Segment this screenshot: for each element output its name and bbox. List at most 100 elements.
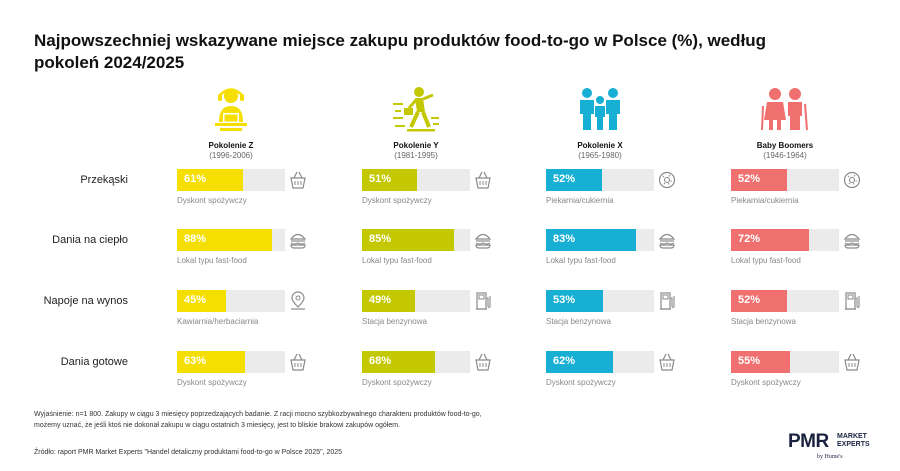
bar-track: 63% bbox=[177, 351, 285, 373]
bar-track: 68% bbox=[362, 351, 470, 373]
generation-years: (1996-2006) bbox=[209, 151, 253, 160]
generation-name: Pokolenie Y bbox=[393, 141, 439, 150]
burger-icon bbox=[843, 230, 861, 250]
shopping-basket-icon bbox=[474, 352, 492, 372]
bar-track: 88% bbox=[177, 229, 285, 251]
place-label: Lokal typu fast-food bbox=[546, 256, 616, 265]
bar bbox=[546, 169, 603, 191]
footnote-line-1: Wyjaśnienie: n=1 800. Zakupy w ciągu 3 m… bbox=[34, 411, 482, 418]
place-label: Lokal typu fast-food bbox=[177, 256, 247, 265]
place-label: Lokal typu fast-food bbox=[362, 256, 432, 265]
footnote-line-2: możemy uznać, że jeśli ktoś nie dokonał … bbox=[34, 422, 400, 429]
bar-value-label: 63% bbox=[184, 355, 207, 367]
bar-track: 51% bbox=[362, 169, 470, 191]
bar-value-label: 52% bbox=[738, 294, 761, 306]
place-label: Stacja benzynowa bbox=[362, 317, 427, 326]
bar-value-label: 49% bbox=[369, 294, 392, 306]
bar-track: 83% bbox=[546, 229, 654, 251]
burger-icon bbox=[289, 230, 307, 250]
generation-name: Pokolenie Z bbox=[208, 141, 254, 150]
place-label: Dyskont spożywczy bbox=[177, 196, 247, 205]
bar-track: 53% bbox=[546, 290, 654, 312]
family-icon bbox=[575, 86, 625, 132]
generation-years: (1965-1980) bbox=[578, 151, 622, 160]
source-note: Źródło: raport PMR Market Experts "Hande… bbox=[34, 449, 343, 456]
bar-value-label: 52% bbox=[738, 173, 761, 185]
place-label: Stacja benzynowa bbox=[731, 317, 796, 326]
bar-track: 52% bbox=[546, 169, 654, 191]
person-laptop-icon bbox=[206, 86, 256, 132]
bar bbox=[731, 169, 788, 191]
category-label: Napoje na wynos bbox=[43, 295, 128, 307]
generation-name: Pokolenie X bbox=[577, 141, 623, 150]
category-label: Przekąski bbox=[80, 174, 128, 186]
elderly-couple-icon bbox=[760, 86, 810, 132]
place-label: Stacja benzynowa bbox=[546, 317, 611, 326]
category-label: Dania gotowe bbox=[60, 356, 128, 368]
bar-track: 55% bbox=[731, 351, 839, 373]
place-label: Dyskont spożywczy bbox=[362, 196, 432, 205]
shopping-basket-icon bbox=[843, 352, 861, 372]
category-label: Dania na ciepło bbox=[52, 234, 128, 246]
bar bbox=[731, 290, 788, 312]
bar-track: 49% bbox=[362, 290, 470, 312]
bar bbox=[731, 229, 809, 251]
bar bbox=[546, 229, 636, 251]
bar bbox=[177, 351, 246, 373]
bar-track: 85% bbox=[362, 229, 470, 251]
bar bbox=[177, 169, 243, 191]
bar-value-label: 85% bbox=[369, 233, 392, 245]
bar bbox=[362, 169, 418, 191]
bar bbox=[177, 229, 273, 251]
location-pin-icon bbox=[289, 291, 307, 311]
bar-track: 52% bbox=[731, 169, 839, 191]
shopping-basket-icon bbox=[658, 352, 676, 372]
bar-value-label: 61% bbox=[184, 173, 207, 185]
bar-value-label: 83% bbox=[553, 233, 576, 245]
logo-pmr-text: PMR bbox=[788, 431, 829, 452]
fuel-pump-icon bbox=[658, 291, 676, 311]
bar-track: 45% bbox=[177, 290, 285, 312]
bar-track: 62% bbox=[546, 351, 654, 373]
bar bbox=[546, 351, 613, 373]
generation-years: (1981-1995) bbox=[394, 151, 438, 160]
bar-value-label: 55% bbox=[738, 355, 761, 367]
bar-value-label: 62% bbox=[553, 355, 576, 367]
bar bbox=[177, 290, 226, 312]
bar-track: 52% bbox=[731, 290, 839, 312]
shopping-basket-icon bbox=[289, 352, 307, 372]
donut-icon bbox=[658, 170, 676, 190]
donut-icon bbox=[843, 170, 861, 190]
burger-icon bbox=[658, 230, 676, 250]
fuel-pump-icon bbox=[843, 291, 861, 311]
logo-experts-text: EXPERTS bbox=[837, 441, 870, 448]
bar bbox=[362, 351, 436, 373]
bar-value-label: 45% bbox=[184, 294, 207, 306]
logo-market-experts: MARKET EXPERTS bbox=[837, 433, 870, 449]
bar-value-label: 88% bbox=[184, 233, 207, 245]
chart-title: Najpowszechniej wskazywane miejsce zakup… bbox=[34, 31, 767, 72]
place-label: Piekarnia/cukiernia bbox=[546, 196, 614, 205]
bar-value-label: 52% bbox=[553, 173, 576, 185]
place-label: Lokal typu fast-food bbox=[731, 256, 801, 265]
person-walking-briefcase-icon bbox=[391, 86, 441, 132]
place-label: Kawiarnia/herbaciarnia bbox=[177, 317, 259, 326]
shopping-basket-icon bbox=[289, 170, 307, 190]
pmr-logo: PMR MARKET EXPERTS by Hume's bbox=[788, 431, 888, 465]
shopping-basket-icon bbox=[474, 170, 492, 190]
generation-years: (1946-1964) bbox=[763, 151, 807, 160]
bar bbox=[731, 351, 791, 373]
bar-track: 72% bbox=[731, 229, 839, 251]
bar bbox=[546, 290, 604, 312]
bar-value-label: 51% bbox=[369, 173, 392, 185]
place-label: Dyskont spożywczy bbox=[546, 378, 616, 387]
bar bbox=[362, 290, 415, 312]
generation-name: Baby Boomers bbox=[756, 141, 814, 150]
fuel-pump-icon bbox=[474, 291, 492, 311]
bar bbox=[362, 229, 454, 251]
logo-market-text: MARKET bbox=[837, 433, 867, 440]
place-label: Dyskont spożywczy bbox=[731, 378, 801, 387]
place-label: Dyskont spożywczy bbox=[362, 378, 432, 387]
place-label: Dyskont spożywczy bbox=[177, 378, 247, 387]
place-label: Piekarnia/cukiernia bbox=[731, 196, 799, 205]
